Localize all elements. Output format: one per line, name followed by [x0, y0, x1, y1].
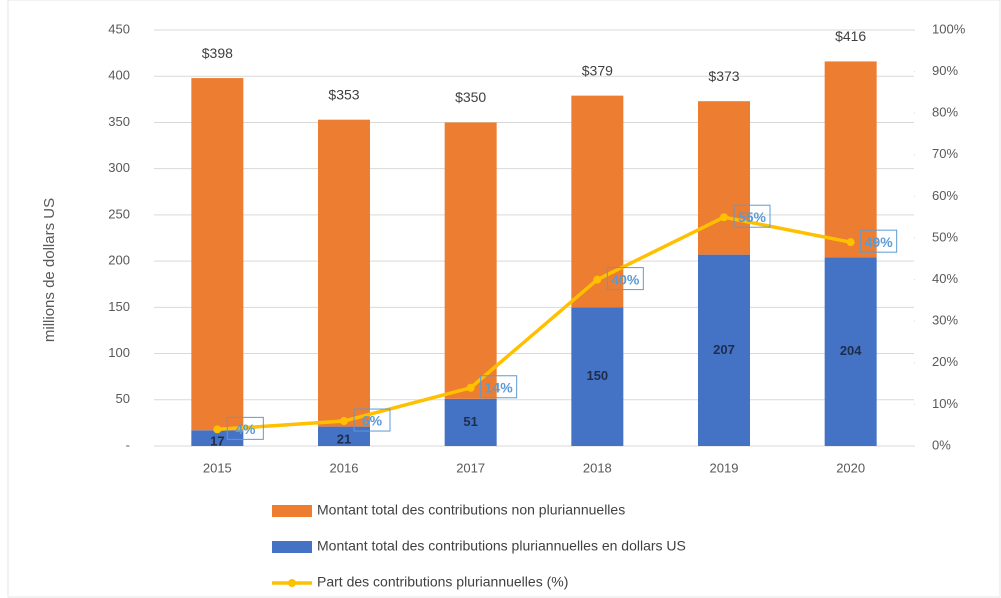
y2-tick-label: 100% — [932, 21, 966, 36]
bar-segment — [571, 307, 624, 446]
total-label: $416 — [835, 28, 866, 44]
total-label: $373 — [708, 68, 739, 84]
legend-label: Part des contributions pluriannuelles (%… — [317, 574, 568, 590]
bar-segment — [698, 254, 750, 446]
y2-tick-label: 40% — [932, 271, 958, 286]
y2-tick-label: 70% — [932, 146, 958, 161]
data-label-box — [226, 416, 264, 440]
bar-value-label: 150 — [586, 368, 608, 383]
line-series — [217, 215, 852, 432]
y2-tick-label: 60% — [932, 188, 958, 203]
x-tick-label: 2017 — [456, 460, 485, 475]
legend-marker — [288, 579, 296, 587]
legend-swatch — [272, 541, 312, 553]
line-value-label: 14% — [485, 379, 514, 395]
legend-label: Montant total des contributions non plur… — [317, 502, 625, 518]
line-value-label: 4% — [235, 421, 256, 437]
total-label: $353 — [328, 86, 359, 102]
y2-tick-label: 10% — [932, 396, 958, 411]
y-tick-label: 300 — [108, 160, 130, 175]
y-tick-label: 100 — [108, 345, 130, 360]
line-marker — [720, 213, 728, 222]
line-marker — [213, 425, 222, 434]
bar-segment — [698, 101, 750, 255]
line-marker — [466, 383, 475, 392]
bar-segment — [191, 78, 244, 431]
line-value-label: 40% — [611, 271, 640, 287]
x-tick-label: 2018 — [583, 460, 612, 475]
x-tick-label: 2019 — [710, 460, 739, 475]
bar-value-label: 207 — [713, 342, 735, 357]
bar-segment — [824, 257, 877, 446]
total-label: $350 — [455, 89, 486, 105]
y-tick-label: 250 — [108, 206, 130, 221]
line-marker — [593, 275, 602, 284]
total-label: $379 — [582, 62, 613, 78]
y-tick-label: - — [126, 437, 130, 452]
data-label-box — [606, 267, 644, 291]
data-label-box — [353, 408, 391, 432]
bar-segment — [824, 61, 877, 258]
line-value-label: 55% — [738, 209, 767, 225]
y-tick-label: 200 — [108, 253, 130, 268]
y-tick-label: 400 — [108, 68, 130, 83]
data-label-box — [733, 204, 771, 228]
bar-value-label: 21 — [337, 432, 351, 447]
y2-tick-label: 20% — [932, 354, 958, 369]
y-tick-label: 450 — [108, 21, 130, 36]
data-label-box — [480, 375, 518, 399]
bar-value-label: 204 — [840, 343, 862, 358]
y2-tick-label: 30% — [932, 313, 958, 328]
data-label-box — [860, 229, 898, 253]
legend-swatch — [272, 505, 312, 517]
bar-segment — [191, 430, 244, 446]
y2-tick-label: 90% — [932, 63, 958, 78]
y2-tick-label: 50% — [932, 229, 958, 244]
bar-segment — [444, 122, 497, 399]
bar-value-label: 51 — [463, 414, 477, 429]
legend-label: Montant total des contributions pluriann… — [317, 538, 686, 554]
y-tick-label: 50 — [116, 391, 130, 406]
y-axis-label: millions de dollars US — [41, 198, 58, 342]
x-tick-label: 2016 — [330, 460, 359, 475]
y2-tick-label: 80% — [932, 105, 958, 120]
bar-segment — [318, 119, 370, 427]
x-tick-label: 2015 — [203, 460, 232, 475]
total-label: $398 — [202, 45, 233, 61]
y2-tick-label: 0% — [932, 437, 951, 452]
line-value-label: 6% — [362, 413, 383, 429]
line-marker — [846, 238, 855, 247]
bar-value-label: 17 — [210, 434, 224, 449]
line-value-label: 49% — [865, 234, 894, 250]
line-marker — [340, 417, 348, 426]
x-tick-label: 2020 — [836, 460, 865, 475]
y-tick-label: 150 — [108, 299, 130, 314]
y-tick-label: 350 — [108, 114, 130, 129]
bar-segment — [444, 398, 497, 446]
